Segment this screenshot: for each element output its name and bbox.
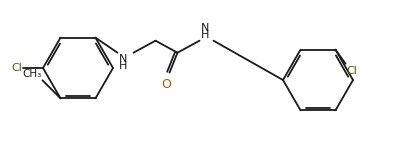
Text: O: O	[162, 78, 171, 91]
Text: Cl: Cl	[347, 66, 357, 76]
Text: CH₃: CH₃	[22, 69, 41, 79]
Text: H: H	[200, 30, 209, 40]
Text: N: N	[200, 23, 209, 33]
Text: Cl: Cl	[11, 63, 22, 73]
Text: H: H	[119, 61, 127, 71]
Text: N: N	[119, 54, 127, 64]
